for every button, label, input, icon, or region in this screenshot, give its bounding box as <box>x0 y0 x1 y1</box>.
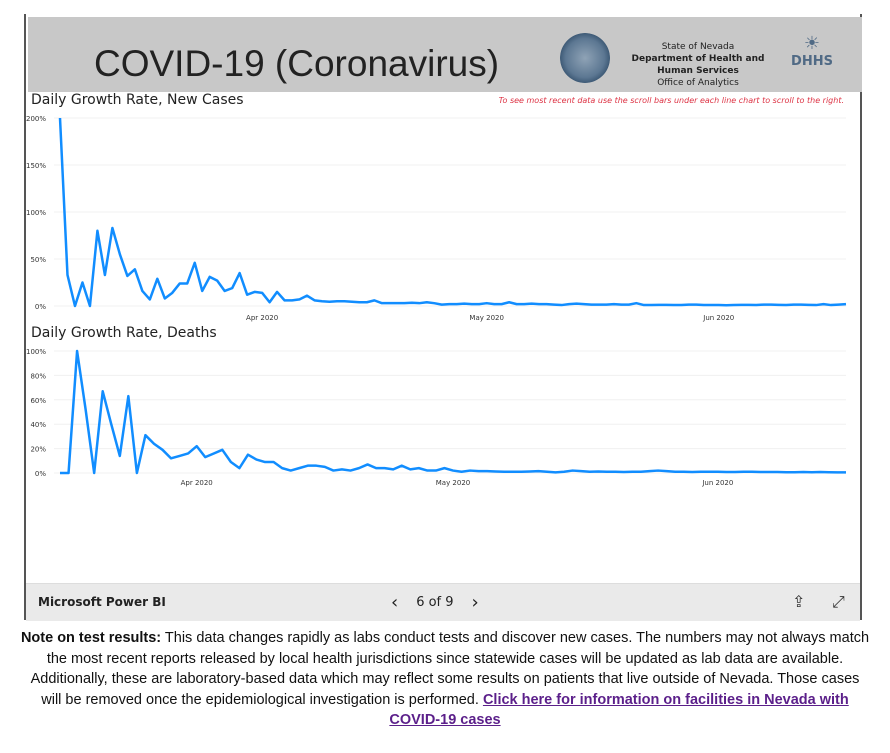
test-results-note: Note on test results: This data changes … <box>20 628 870 731</box>
page-indicator: 6 of 9 <box>416 595 454 610</box>
facilities-link[interactable]: Click here for information on facilities… <box>389 691 849 729</box>
org-line: Department of Health and <box>631 54 765 64</box>
y-tick-label: 40% <box>30 421 46 429</box>
report-header: COVID-19 (Coronavirus) State of Nevada D… <box>28 17 862 92</box>
x-tick-label: May 2020 <box>469 314 504 322</box>
note-text: This data changes rapidly as labs conduc… <box>30 630 870 708</box>
next-page-button[interactable]: › <box>471 592 479 613</box>
x-tick-label: Jun 2020 <box>702 314 734 322</box>
y-tick-label: 200% <box>26 115 46 123</box>
scroll-hint: To see most recent data use the scroll b… <box>498 96 844 105</box>
note-heading: Note on test results: <box>20 630 162 646</box>
prev-page-button[interactable]: ‹ <box>391 592 399 613</box>
series-line <box>60 349 846 475</box>
new-cases-chart: 0% 50% 100% 150% 200% Apr 2020 May 2020 Jun 202… <box>26 115 847 322</box>
y-tick-label: 50% <box>30 256 46 264</box>
nevada-seal-logo <box>560 33 610 83</box>
x-tick-label: Apr 2020 <box>181 479 213 487</box>
y-tick-label: 20% <box>30 446 46 454</box>
org-line: State of Nevada <box>661 42 735 52</box>
chart-title-deaths: Daily Growth Rate, Deaths <box>31 325 217 341</box>
org-name: State of Nevada Department of Health and… <box>628 41 768 89</box>
x-tick-label: Apr 2020 <box>246 314 278 322</box>
y-tick-label: 150% <box>26 162 46 170</box>
y-tick-label: 100% <box>26 209 46 217</box>
y-tick-label: 0% <box>35 303 46 311</box>
y-tick-label: 60% <box>30 397 46 405</box>
page-navigator: ‹ 6 of 9 › <box>391 592 479 613</box>
y-tick-label: 80% <box>30 372 46 380</box>
org-line: Office of Analytics <box>657 78 739 88</box>
share-icon[interactable]: ⇪ <box>792 592 806 611</box>
page-title: COVID-19 (Coronavirus) <box>94 43 500 84</box>
report-frame: COVID-19 (Coronavirus) State of Nevada D… <box>24 14 862 621</box>
fullscreen-icon[interactable]: ⤢ <box>832 592 845 611</box>
powerbi-footer: Microsoft Power BI ‹ 6 of 9 › ⇪ ⤢ <box>26 583 860 621</box>
x-tick-label: May 2020 <box>436 479 471 487</box>
series-line <box>58 117 847 308</box>
dhhs-logo: ☀ DHHS <box>791 33 833 69</box>
chart-title-new-cases: Daily Growth Rate, New Cases <box>31 92 244 108</box>
deaths-chart: 0% 20% 40% 60% 80% 100% Apr 2020 May 2020 Jun 20… <box>26 348 847 487</box>
x-tick-label: Jun 2020 <box>701 479 733 487</box>
powerbi-brand-link[interactable]: Microsoft Power BI <box>38 595 166 609</box>
org-line: Human Services <box>657 66 739 76</box>
y-tick-label: 0% <box>35 470 46 478</box>
y-tick-label: 100% <box>26 348 46 356</box>
